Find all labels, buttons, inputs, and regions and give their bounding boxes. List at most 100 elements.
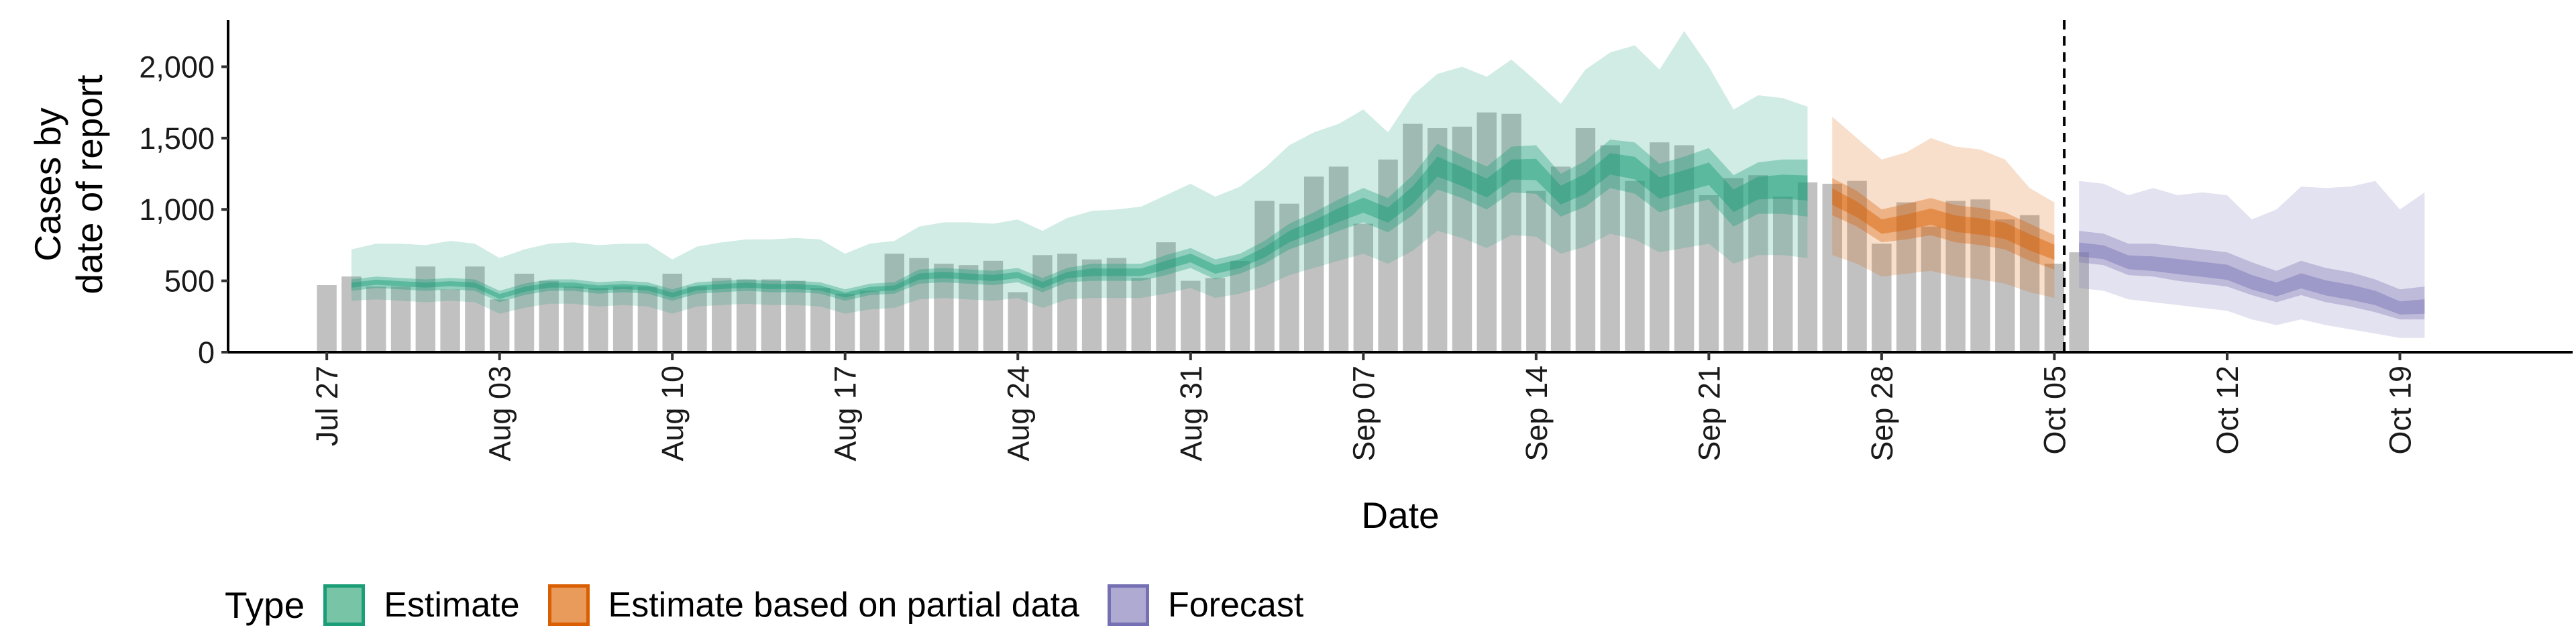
case-bar <box>564 286 584 352</box>
case-bar <box>1822 183 1842 352</box>
case-bar <box>1945 201 1966 352</box>
case-bar <box>1304 176 1324 352</box>
case-bar <box>415 266 435 352</box>
case-bar <box>1353 223 1373 352</box>
case-bar <box>1625 180 1645 352</box>
legend-title: Type <box>225 584 305 626</box>
case-bar <box>366 286 386 352</box>
x-tick-label: Sep 28 <box>1865 366 1899 462</box>
y-ticks: 0 500 1,000 1,500 2,000 <box>139 50 228 370</box>
case-bar <box>465 266 485 352</box>
x-tick-label: Sep 07 <box>1346 366 1381 462</box>
case-bar <box>712 278 732 352</box>
case-bar <box>662 274 682 352</box>
x-tick-label: Oct 05 <box>2037 366 2072 455</box>
case-bar <box>1550 166 1571 352</box>
case-bar <box>390 286 411 352</box>
case-bar <box>1131 278 1151 352</box>
case-bar <box>761 279 782 352</box>
x-tick-label: Sep 14 <box>1519 366 1554 462</box>
case-bar <box>341 276 362 352</box>
case-bar <box>514 274 535 352</box>
ci90-band <box>351 31 1808 314</box>
ci50-band <box>1832 178 2055 270</box>
case-bar <box>1156 242 1176 352</box>
case-bar <box>1181 280 1201 352</box>
ci50-band <box>351 140 1808 303</box>
median-band <box>2079 242 2425 315</box>
y-axis-title-line: Cases by <box>27 107 68 262</box>
case-bar <box>1008 292 1028 352</box>
x-tick-label: Aug 17 <box>828 366 863 462</box>
legend-key-estimate <box>323 584 366 626</box>
case-bar <box>934 264 954 352</box>
case-bar <box>1921 226 1941 352</box>
case-bar <box>1600 145 1620 352</box>
x-tick-label: Aug 03 <box>483 366 517 462</box>
case-bar <box>2044 264 2065 352</box>
ci90-band <box>2079 180 2425 338</box>
case-bar <box>859 290 880 352</box>
case-bar <box>1328 166 1349 352</box>
case-bar <box>1526 191 1546 352</box>
case-bar <box>959 265 979 352</box>
legend-item-estimate: Estimate <box>323 584 520 626</box>
case-bar <box>588 288 608 352</box>
estimate-bands <box>351 31 2425 338</box>
case-bar <box>612 286 633 352</box>
legend-item-partial: Estimate based on partial data <box>547 584 1079 626</box>
case-bar <box>835 293 855 352</box>
case-bar <box>1403 123 1423 352</box>
y-axis-title-line: date of report <box>68 74 110 294</box>
case-bar <box>1106 258 1127 352</box>
case-bar <box>637 286 658 352</box>
case-bars <box>317 112 2089 353</box>
case-bar <box>1896 202 1917 352</box>
case-bar <box>909 258 929 352</box>
ci90-band <box>1832 116 2055 299</box>
case-bar <box>736 279 757 352</box>
case-bar <box>1650 142 1670 352</box>
case-bar <box>1378 159 1398 353</box>
x-tick-label: Oct 19 <box>2383 366 2418 455</box>
case-bar <box>1230 260 1250 352</box>
x-tick-label: Aug 31 <box>1174 366 1208 462</box>
case-bar <box>1452 126 1472 353</box>
case-bar <box>2069 252 2089 352</box>
legend-item-forecast: Forecast <box>1107 584 1304 626</box>
case-bar <box>1797 182 1818 352</box>
x-tick-label: Oct 12 <box>2210 366 2245 455</box>
x-ticks: Jul 27 Aug 03 Aug 10 Aug 17 Aug 24 Aug 31 Sep … <box>310 352 2418 462</box>
case-bar <box>1748 175 1768 352</box>
case-bar <box>1081 259 1102 352</box>
case-bar <box>1501 113 1521 352</box>
case-bar <box>539 280 559 352</box>
legend-label: Estimate based on partial data <box>608 586 1079 625</box>
series-0 <box>351 31 1808 314</box>
case-bar <box>1723 178 1743 352</box>
case-bar <box>687 286 707 352</box>
case-bar <box>1428 128 1448 352</box>
legend-label: Forecast <box>1167 586 1304 625</box>
x-tick-label: Aug 24 <box>1001 366 1035 462</box>
case-bar <box>1872 244 1892 352</box>
series-1 <box>1832 116 2055 299</box>
case-bar <box>1032 255 1053 352</box>
y-axis-title: Cases bydate of report <box>27 74 110 294</box>
y-tick-label: 0 <box>198 335 215 370</box>
legend-key-partial <box>547 584 590 626</box>
case-bar <box>1205 278 1226 352</box>
case-bar <box>1773 197 1793 352</box>
case-bar <box>440 289 460 352</box>
x-tick-label: Jul 27 <box>310 366 344 446</box>
y-tick-label: 500 <box>164 264 215 299</box>
case-bar <box>490 299 510 352</box>
case-bar <box>1995 219 2015 352</box>
y-tick-label: 1,500 <box>139 121 215 156</box>
case-bar <box>1477 112 1497 352</box>
case-bar <box>1279 203 1299 352</box>
axes <box>227 20 2573 354</box>
case-bar <box>983 260 1004 352</box>
legend-label: Estimate <box>384 586 520 625</box>
